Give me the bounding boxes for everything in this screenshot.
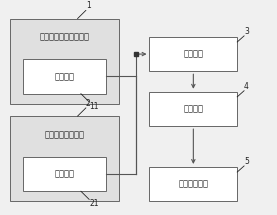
Bar bbox=[150, 92, 237, 126]
Text: 标识参数获取模块: 标识参数获取模块 bbox=[45, 130, 84, 139]
Text: 5: 5 bbox=[244, 157, 249, 166]
Bar bbox=[23, 157, 106, 191]
Text: 21: 21 bbox=[89, 199, 99, 208]
Text: 2: 2 bbox=[86, 99, 91, 108]
Bar bbox=[10, 116, 119, 201]
Text: 传输模块: 传输模块 bbox=[183, 104, 203, 114]
Text: 1: 1 bbox=[86, 1, 91, 10]
Bar bbox=[10, 18, 119, 104]
Text: 通信单元: 通信单元 bbox=[55, 72, 75, 81]
Text: 数据比对模块: 数据比对模块 bbox=[178, 180, 208, 189]
Text: 计量表计参数获取模块: 计量表计参数获取模块 bbox=[39, 33, 89, 42]
Text: 存储模块: 存储模块 bbox=[183, 50, 203, 58]
Bar bbox=[150, 37, 237, 71]
Text: 4: 4 bbox=[244, 82, 249, 91]
Text: 3: 3 bbox=[244, 27, 249, 36]
Bar bbox=[150, 167, 237, 201]
Text: 11: 11 bbox=[89, 102, 99, 111]
Bar bbox=[23, 59, 106, 94]
Text: 扫描单元: 扫描单元 bbox=[55, 169, 75, 178]
